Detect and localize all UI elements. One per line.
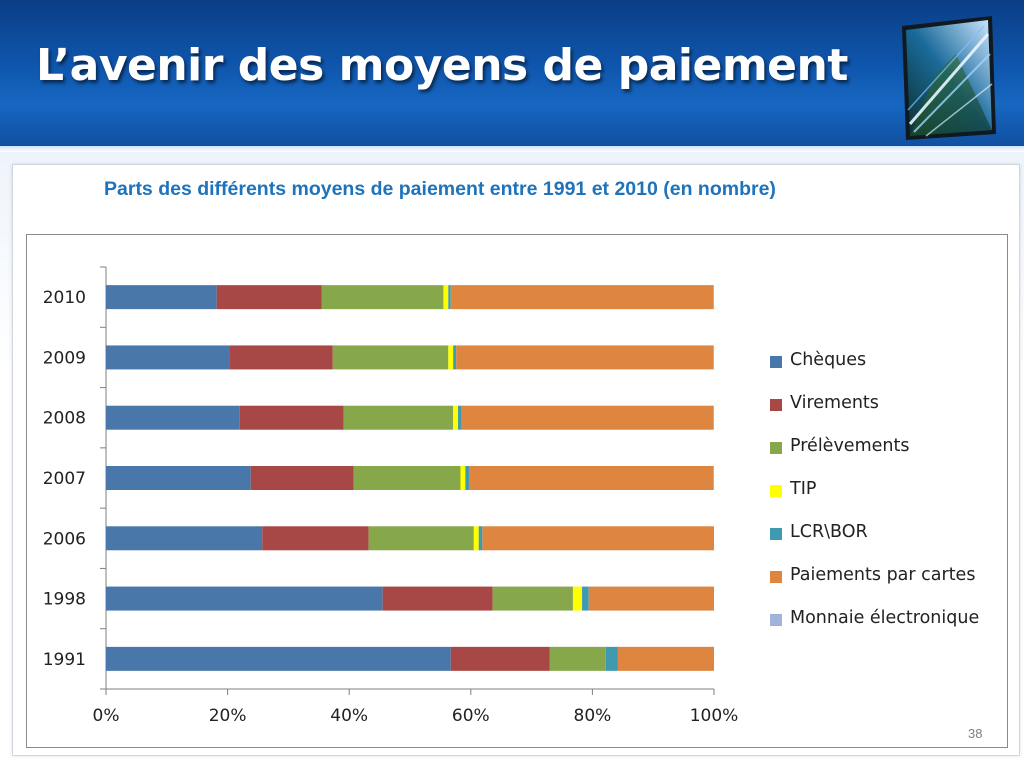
legend-swatch <box>770 356 782 368</box>
category-label: 2009 <box>43 348 86 368</box>
legend-label: LCR\BOR <box>790 522 868 542</box>
bar-segment <box>473 526 479 551</box>
slide-title: L’avenir des moyens de paiement <box>36 40 848 91</box>
bar-segment <box>482 526 714 551</box>
bar-segment <box>353 466 461 490</box>
legend-swatch <box>770 528 782 540</box>
category-label: 2010 <box>43 288 86 308</box>
bar-segment <box>605 646 618 671</box>
bar-segment <box>572 586 583 611</box>
x-tick-label: 100% <box>690 706 739 726</box>
category-label: 1991 <box>43 650 86 670</box>
bar-segment <box>492 586 573 611</box>
category-label: 2008 <box>43 409 86 429</box>
legend-swatch <box>770 485 782 497</box>
bar-segment <box>465 466 469 490</box>
x-tick-label: 60% <box>452 706 490 726</box>
bar-segment <box>332 345 449 370</box>
bar-segment <box>239 405 344 430</box>
bar-segment <box>106 405 240 430</box>
bar-segment <box>456 345 714 370</box>
bar-segment <box>453 405 459 430</box>
bar-segment <box>382 586 493 611</box>
category-label: 2007 <box>43 469 86 489</box>
slide-header <box>0 0 1024 148</box>
bar-segment <box>617 646 714 671</box>
bar-segment <box>713 466 714 490</box>
bar-segment <box>453 345 457 370</box>
bar-segment <box>216 285 322 310</box>
legend-label: Monnaie électronique <box>790 608 980 628</box>
legend-swatch <box>770 442 782 454</box>
bar-segment <box>106 466 251 490</box>
bar-segment <box>713 285 714 310</box>
bar-segment <box>229 345 333 370</box>
bar-segment <box>106 586 383 611</box>
bar-segment <box>106 285 217 310</box>
category-label: 1998 <box>43 590 86 610</box>
bar-segment <box>343 405 454 430</box>
page-number: 38 <box>968 726 983 741</box>
legend-label: Virements <box>790 393 879 413</box>
bar-segment <box>262 526 369 551</box>
bar-segment <box>458 405 462 430</box>
x-tick-label: 0% <box>93 706 120 726</box>
bar-segment <box>588 586 714 611</box>
bar-segment <box>321 285 444 310</box>
legend-label: Prélèvements <box>790 436 910 456</box>
bar-segment <box>443 285 449 310</box>
x-tick-label: 80% <box>574 706 612 726</box>
bar-segment <box>713 345 714 370</box>
x-tick-label: 20% <box>209 706 247 726</box>
chart-plot-frame: 0% 20% 40% 60% 80% 100% 2010 2009 2008 2007 2006 19… <box>26 234 1008 748</box>
bar-segment <box>106 646 451 671</box>
bar-segment <box>106 526 263 551</box>
bar-segment <box>250 466 354 490</box>
legend-swatch <box>770 399 782 411</box>
bar-segment <box>713 405 714 430</box>
bar-segment <box>448 345 454 370</box>
bar-segment <box>450 646 550 671</box>
legend-label: Chèques <box>790 350 867 370</box>
bar-segment <box>549 646 606 671</box>
legend-label: TIP <box>790 479 817 499</box>
bar-segment <box>450 285 714 310</box>
legend-swatch <box>770 571 782 583</box>
stacked-bar-chart: 0% 20% 40% 60% 80% 100% 2010 2009 2008 2007 2006 19… <box>43 266 739 726</box>
category-label: 2006 <box>43 529 86 549</box>
bar-segment <box>368 526 474 551</box>
bar-segment <box>448 285 451 310</box>
bar-segment <box>461 405 714 430</box>
chart-title: Parts des différents moyens de paiement … <box>104 178 776 200</box>
decorative-logo-image <box>902 16 996 140</box>
bar-segment <box>460 466 466 490</box>
header-divider <box>0 146 1024 152</box>
bar-segment <box>478 526 483 551</box>
bar-segment <box>582 586 589 611</box>
bar-segment <box>106 345 230 370</box>
x-tick-label: 40% <box>330 706 368 726</box>
bar-segment <box>468 466 714 490</box>
legend-label: Paiements par cartes <box>790 565 976 585</box>
legend-swatch <box>770 614 782 626</box>
